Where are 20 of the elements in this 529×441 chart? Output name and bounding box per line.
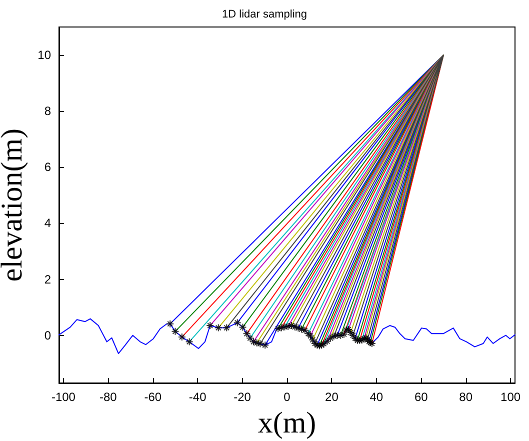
x-tick-label: -80 (100, 390, 118, 404)
y-tick-label: 4 (44, 216, 52, 230)
x-tick-label: 20 (325, 390, 339, 404)
x-axis-title: x(m) (258, 406, 316, 440)
y-tick-label: 0 (44, 328, 52, 342)
x-tick-label: -100 (51, 390, 76, 404)
y-tick-label: 6 (44, 160, 52, 174)
x-tick-label: -60 (144, 390, 162, 404)
y-tick-label: 2 (44, 272, 52, 286)
x-tick-label: 100 (500, 390, 521, 404)
x-tick-label: 60 (414, 390, 428, 404)
y-tick-label: 10 (38, 48, 52, 62)
x-tick-label: 40 (370, 390, 384, 404)
x-tick-label: -20 (234, 390, 252, 404)
x-tick-label: -40 (188, 390, 207, 404)
y-tick-label: 8 (44, 104, 52, 118)
chart-title: 1D lidar sampling (222, 8, 307, 20)
x-tick-label: 80 (459, 390, 473, 404)
y-axis-title: elevation(m) (0, 128, 28, 282)
x-tick-label: 0 (284, 390, 291, 404)
